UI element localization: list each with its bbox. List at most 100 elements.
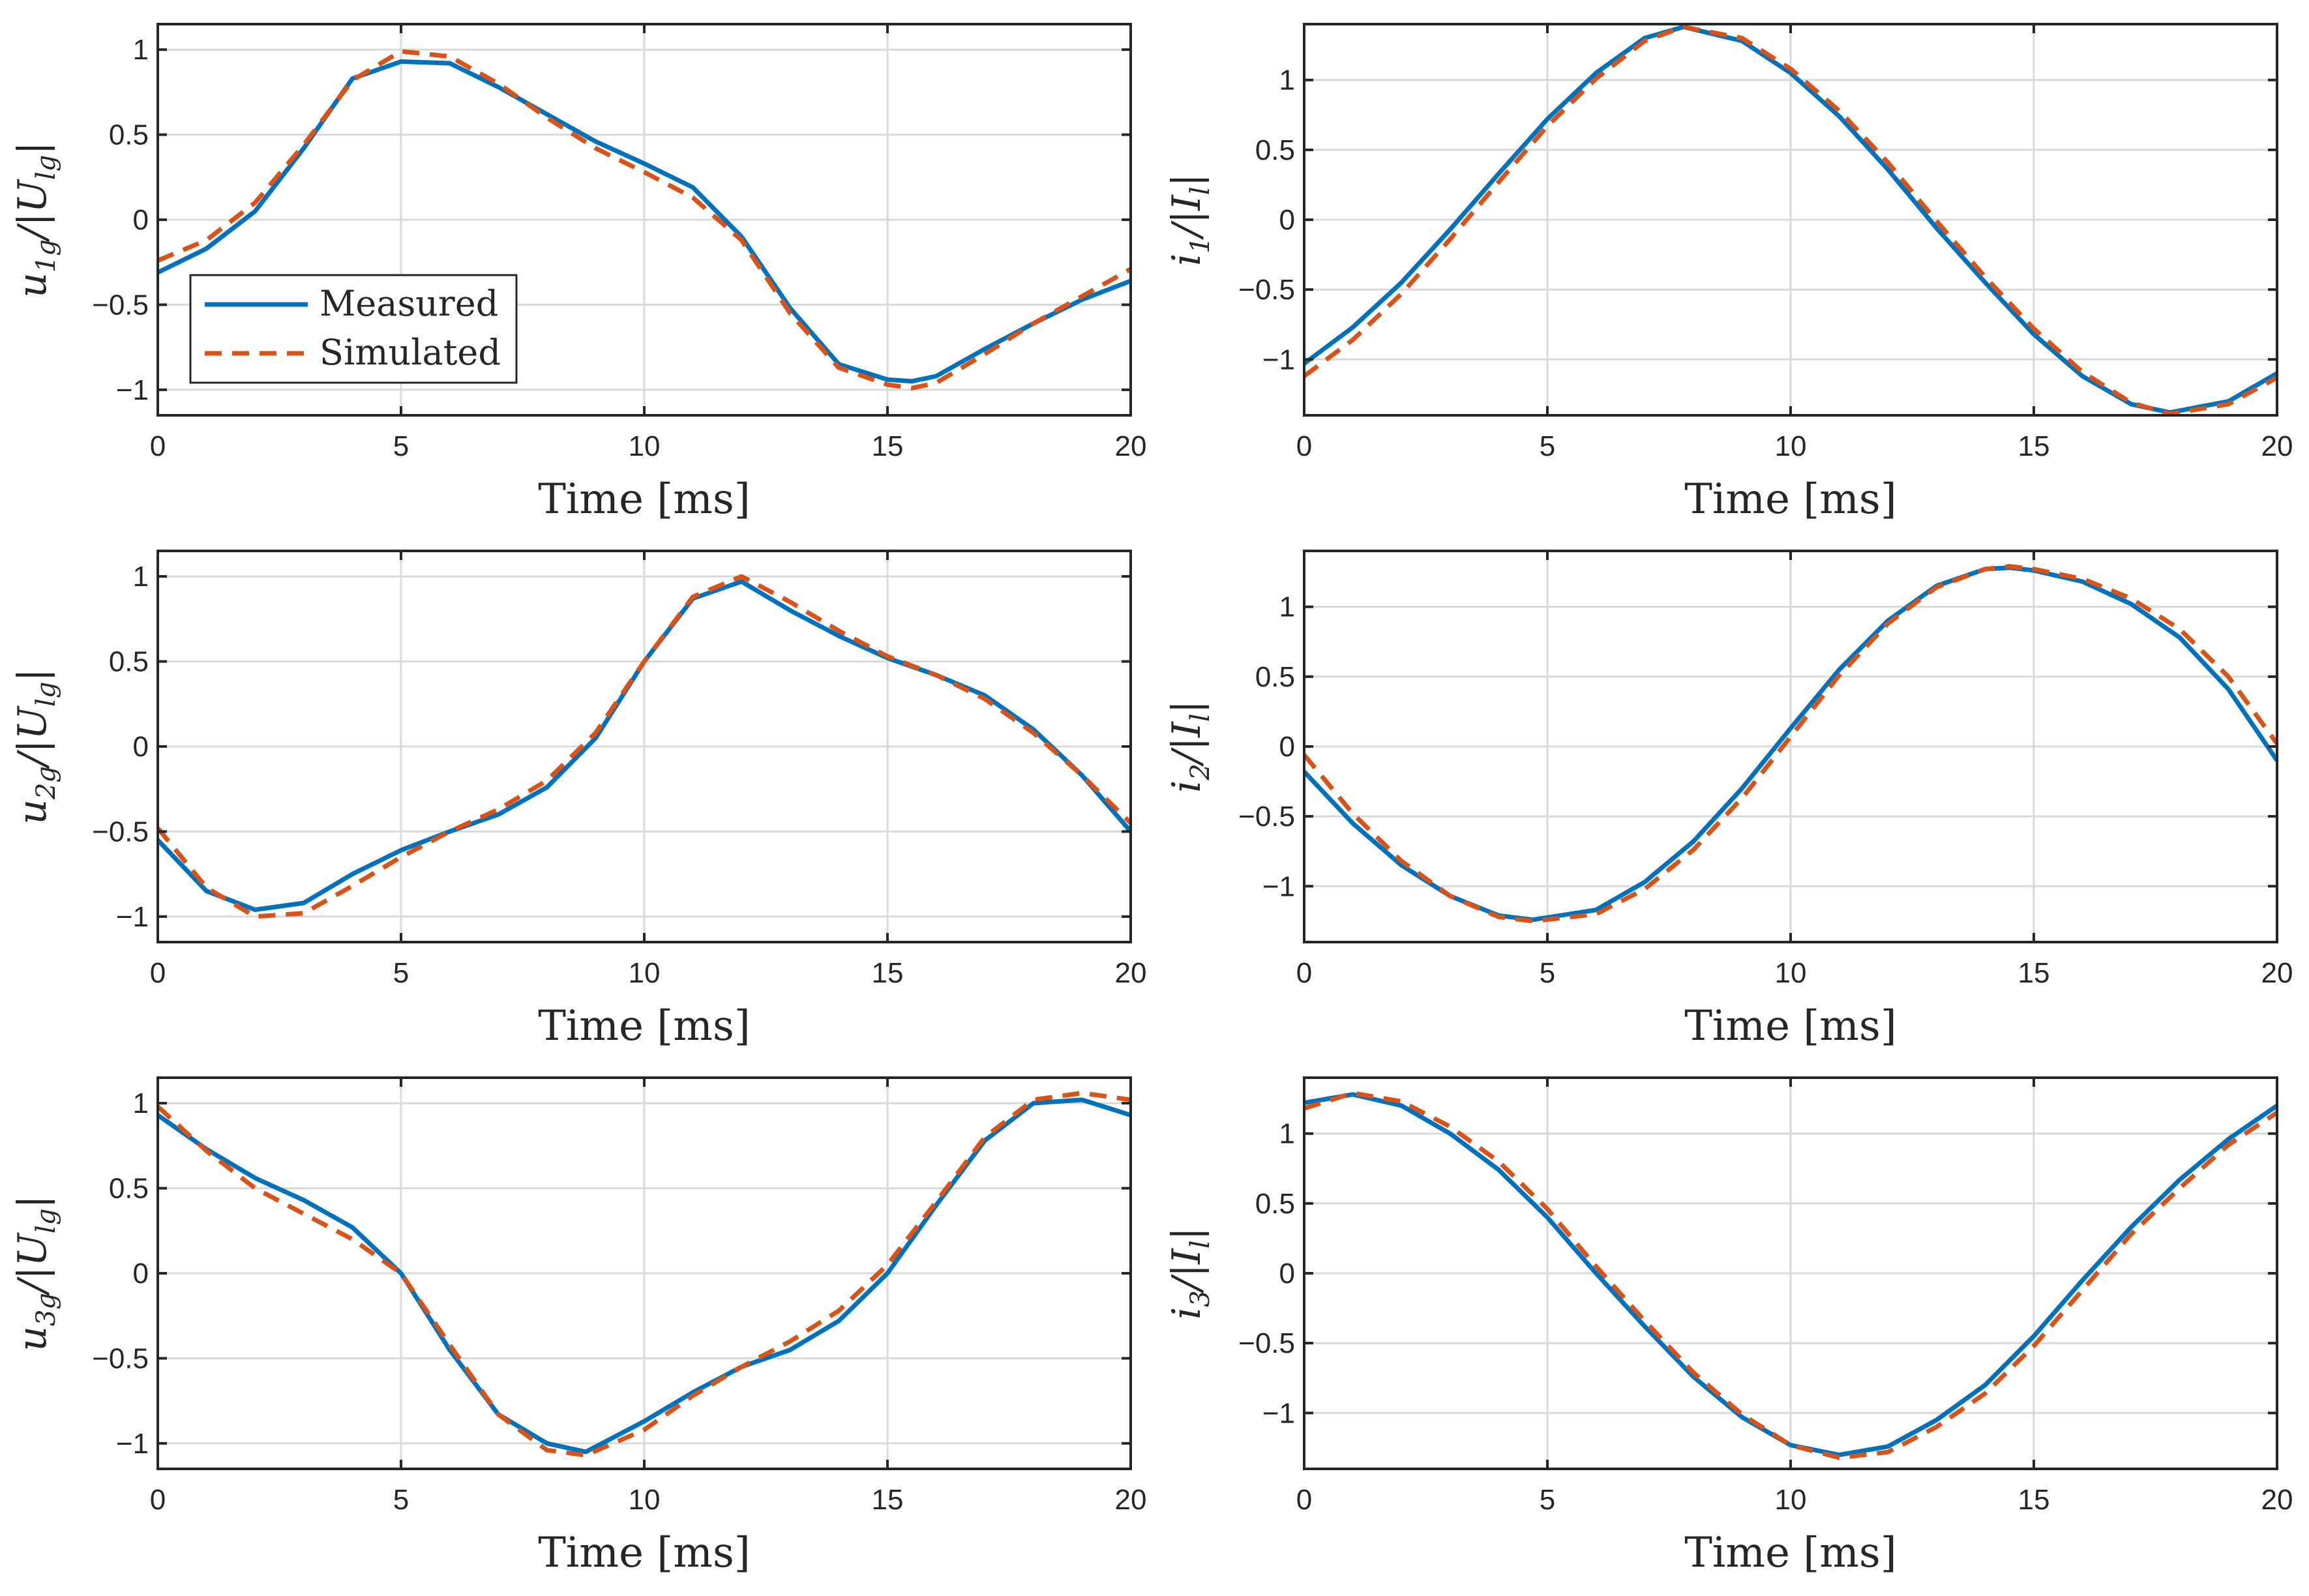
y-label-part: /|I [1164, 194, 1210, 240]
subplot-i2: 0 5 10 15 20 1 0.5 0 −0.5 −1 Time [ms] i2/|Il| [1164, 550, 2293, 1050]
x-tick-label: 10 [1775, 957, 1807, 989]
x-tick-label: 15 [2018, 1484, 2050, 1516]
y-tick-label: 1 [1279, 65, 1295, 96]
y-label-part: u [10, 799, 55, 825]
y-label-subscript: lg [31, 155, 61, 180]
x-tick-label: 5 [1540, 957, 1555, 989]
simulated-line-u3 [158, 1091, 1131, 1458]
legend-simulated-label: Simulated [320, 332, 501, 373]
x-tick-label: 0 [150, 1484, 166, 1516]
y-label-part: | [1164, 700, 1210, 713]
x-tick-label: 5 [1540, 430, 1555, 462]
x-tick-label: 10 [1775, 430, 1807, 462]
x-tick-label: 20 [1115, 430, 1147, 462]
y-tick-label: 0 [133, 731, 149, 763]
y-axis-label: i2/|Il| [1164, 700, 1215, 793]
x-tick-label: 0 [1296, 430, 1312, 462]
y-axis-label: i1/|Il| [1164, 173, 1215, 266]
y-tick-label: 0 [1279, 204, 1295, 236]
x-tick-label: 0 [150, 957, 166, 989]
y-tick-label: −0.5 [92, 289, 149, 321]
y-label-part: | [10, 668, 55, 681]
x-tick-label: 5 [393, 430, 409, 462]
y-tick-label: 0.5 [1255, 134, 1295, 166]
x-tick-label: 5 [393, 1484, 409, 1516]
subplot-u3: 0 5 10 15 20 1 0.5 0 −0.5 −1 Time [ms] u3g/|Ulg| [10, 1076, 1147, 1577]
y-label-part: /|U [10, 179, 55, 243]
x-tick-label: 5 [1540, 1484, 1555, 1516]
subplot-i1: 0 5 10 15 20 1 0.5 0 −0.5 −1 Time [ms] i1/|Il| [1164, 23, 2293, 524]
x-tick-label: 10 [1775, 1484, 1807, 1516]
x-axis-label: Time [ms] [1684, 475, 1897, 524]
y-label-part: | [10, 1195, 55, 1208]
simulated-line-i1 [1304, 24, 2277, 415]
y-label-subscript: 2 [1185, 763, 1215, 780]
y-label-part: | [1164, 173, 1210, 186]
x-axis-label: Time [ms] [538, 1002, 751, 1050]
y-label-part: u [10, 1326, 55, 1352]
y-label-part: i [1164, 1307, 1210, 1320]
y-tick-label: 0.5 [109, 119, 149, 151]
x-tick-label: 20 [1115, 1484, 1147, 1516]
x-tick-label: 10 [629, 957, 661, 989]
y-tick-label: −0.5 [1238, 1327, 1295, 1359]
y-tick-label: 1 [1279, 1118, 1295, 1150]
y-tick-label: −0.5 [92, 1342, 149, 1374]
y-tick-label: 1 [133, 1087, 149, 1119]
x-tick-label: 20 [2261, 430, 2293, 462]
y-tick-label: 0 [133, 1258, 149, 1290]
y-tick-label: 0.5 [1255, 1188, 1295, 1220]
y-label-subscript: l [1185, 1240, 1215, 1249]
subplot-u2: 0 5 10 15 20 1 0.5 0 −0.5 −1 Time [ms] u2g/|Ulg| [10, 550, 1147, 1050]
x-axis-label: Time [ms] [1684, 1002, 1897, 1050]
x-tick-label: 20 [2261, 1484, 2293, 1516]
x-tick-label: 15 [872, 430, 904, 462]
x-tick-label: 20 [1115, 957, 1147, 989]
y-label-subscript: l [1185, 713, 1215, 722]
y-label-part: | [10, 141, 55, 155]
y-label-subscript: lg [31, 682, 61, 707]
simulated-line-u2 [158, 574, 1131, 919]
x-axis-label: Time [ms] [1684, 1529, 1897, 1577]
y-label-subscript: 3g [31, 1293, 61, 1326]
y-label-subscript: 2g [31, 766, 61, 800]
x-axis-label: Time [ms] [538, 475, 751, 524]
y-tick-label: −1 [116, 1428, 149, 1460]
x-tick-label: 15 [872, 1484, 904, 1516]
legend-box [189, 274, 518, 384]
y-label-part: /|I [1164, 721, 1210, 767]
measured-line-i3 [1304, 1092, 2277, 1458]
y-tick-label: 0 [1279, 731, 1295, 763]
y-tick-label: 0.5 [109, 646, 149, 678]
y-tick-label: −0.5 [92, 816, 149, 848]
y-label-subscript: 1 [1185, 237, 1215, 253]
y-label-subscript: 3 [1185, 1290, 1215, 1307]
x-tick-label: 15 [872, 957, 904, 989]
y-tick-label: −1 [1262, 1397, 1295, 1429]
y-tick-label: 1 [133, 561, 149, 593]
y-tick-label: −0.5 [1238, 274, 1295, 306]
y-tick-label: 1 [1279, 591, 1295, 623]
simulated-line-u1 [158, 49, 1131, 391]
simulated-line-i3 [1304, 1091, 2277, 1460]
y-tick-label: −0.5 [1238, 801, 1295, 833]
y-label-subscript: 1g [31, 239, 61, 273]
simulated-line-i2 [1304, 564, 2277, 924]
legend: Measured Simulated [189, 274, 518, 384]
x-tick-label: 15 [2018, 957, 2050, 989]
x-tick-label: 0 [1296, 1484, 1312, 1516]
subplot-u1: 0 5 10 15 20 1 0.5 0 −0.5 −1 Time [ms] u1g/|Ulg| Mea… [10, 23, 1147, 524]
x-tick-label: 20 [2261, 957, 2293, 989]
y-label-part: /|I [1164, 1248, 1210, 1293]
subplot-i3: 0 5 10 15 20 1 0.5 0 −0.5 −1 Time [ms] i3/|Il| [1164, 1076, 2293, 1577]
x-tick-label: 0 [1296, 957, 1312, 989]
x-tick-label: 15 [2018, 430, 2050, 462]
y-label-part: i [1164, 780, 1210, 793]
x-tick-label: 5 [393, 957, 409, 989]
y-tick-label: −1 [1262, 344, 1295, 376]
y-axis-label: i3/|Il| [1164, 1227, 1215, 1320]
y-tick-label: 0 [1279, 1258, 1295, 1290]
y-axis-label: u3g/|Ulg| [10, 1195, 61, 1351]
x-axis-label: Time [ms] [538, 1529, 751, 1577]
